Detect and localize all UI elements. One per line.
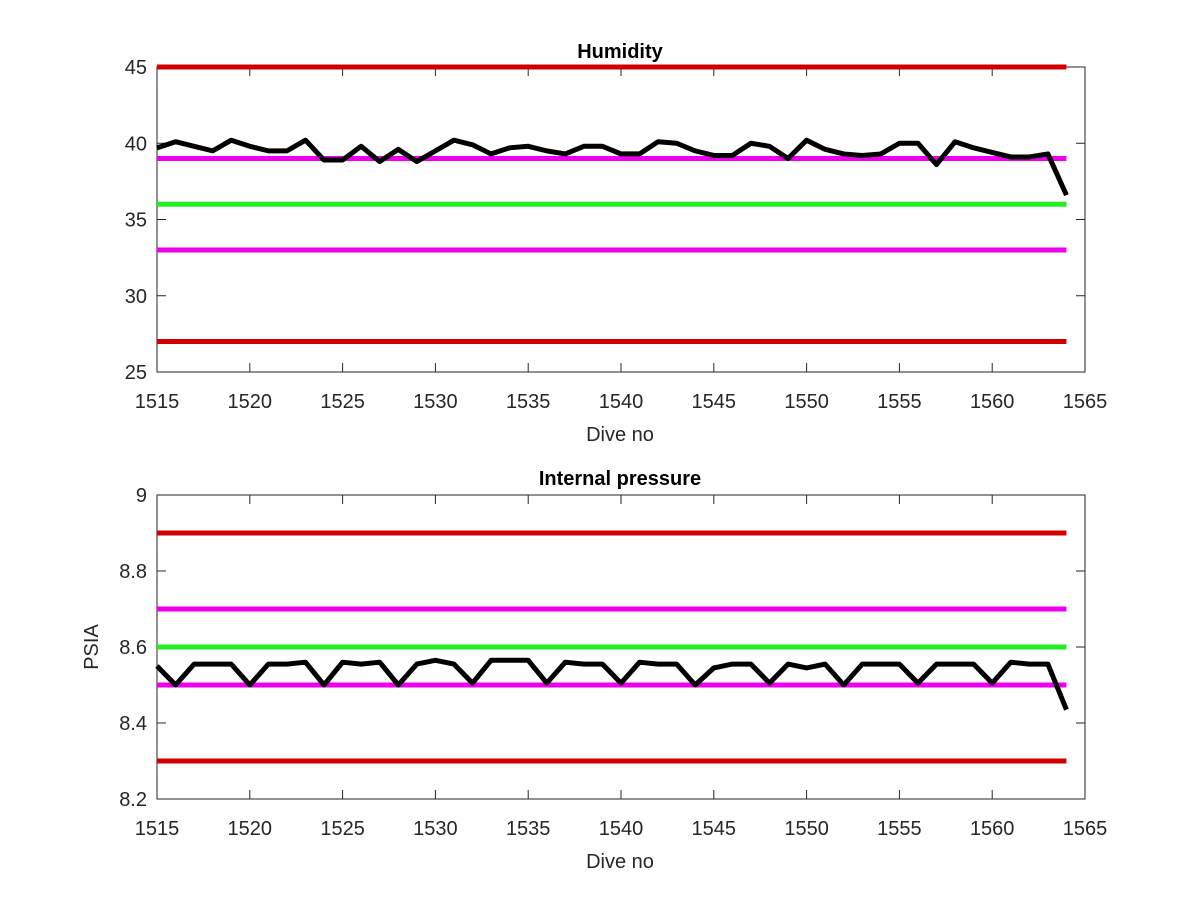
pressure-xtick-label: 1520 bbox=[228, 818, 273, 840]
pressure-panel: Internal pressure Dive no PSIA 1515 1520 1… bbox=[81, 468, 1107, 873]
pressure-xtick-label: 1515 bbox=[135, 818, 180, 840]
pressure-ytick-label: 9 bbox=[136, 485, 147, 507]
pressure-ytick-label: 8.2 bbox=[119, 789, 147, 811]
humidity-xtick-label: 1550 bbox=[784, 391, 829, 413]
humidity-xtick-label: 1530 bbox=[413, 391, 458, 413]
humidity-title: Humidity bbox=[577, 41, 663, 63]
humidity-ytick-label: 45 bbox=[125, 57, 147, 79]
pressure-series-line bbox=[155, 657, 1069, 711]
pressure-xtick-label: 1530 bbox=[413, 818, 458, 840]
humidity-ytick-label: 30 bbox=[125, 286, 147, 308]
pressure-ytick-label: 8.8 bbox=[119, 561, 147, 583]
pressure-ylabel: PSIA bbox=[81, 624, 103, 670]
humidity-ytick-label: 35 bbox=[125, 210, 147, 232]
pressure-xtick-label: 1545 bbox=[692, 818, 737, 840]
humidity-xlabel: Dive no bbox=[586, 424, 654, 446]
humidity-xtick-label: 1515 bbox=[135, 391, 180, 413]
pressure-title: Internal pressure bbox=[539, 468, 701, 490]
humidity-xtick-label: 1540 bbox=[599, 391, 644, 413]
humidity-xtick-label: 1560 bbox=[970, 391, 1015, 413]
pressure-xtick-label: 1565 bbox=[1063, 818, 1108, 840]
humidity-xtick-label: 1545 bbox=[692, 391, 737, 413]
pressure-xtick-label: 1560 bbox=[970, 818, 1015, 840]
humidity-xtick-label: 1565 bbox=[1063, 391, 1108, 413]
pressure-ytick-label: 8.4 bbox=[119, 713, 147, 735]
pressure-xtick-label: 1540 bbox=[599, 818, 644, 840]
humidity-panel: Humidity Dive no 1515 1520 1525 1530 1535 154… bbox=[125, 41, 1108, 446]
pressure-xlabel: Dive no bbox=[586, 851, 654, 873]
humidity-ytick-label: 25 bbox=[125, 362, 147, 384]
humidity-plot-area: 1515 1520 1525 1530 1535 1540 1545 1550 1555 1560… bbox=[125, 57, 1108, 413]
humidity-xtick-label: 1525 bbox=[320, 391, 365, 413]
humidity-xtick-label: 1535 bbox=[506, 391, 551, 413]
humidity-ytick-label: 40 bbox=[125, 133, 147, 155]
pressure-xtick-label: 1525 bbox=[320, 818, 365, 840]
humidity-xtick-label: 1520 bbox=[228, 391, 273, 413]
pressure-xtick-label: 1535 bbox=[506, 818, 551, 840]
pressure-ytick-label: 8.6 bbox=[119, 637, 147, 659]
humidity-series-line bbox=[156, 137, 1069, 197]
pressure-plot-area: 1515 1520 1525 1530 1535 1540 1545 1550 1555 1560… bbox=[119, 485, 1107, 840]
humidity-xtick-label: 1555 bbox=[877, 391, 922, 413]
pressure-xtick-label: 1555 bbox=[877, 818, 922, 840]
pressure-xtick-label: 1550 bbox=[784, 818, 829, 840]
